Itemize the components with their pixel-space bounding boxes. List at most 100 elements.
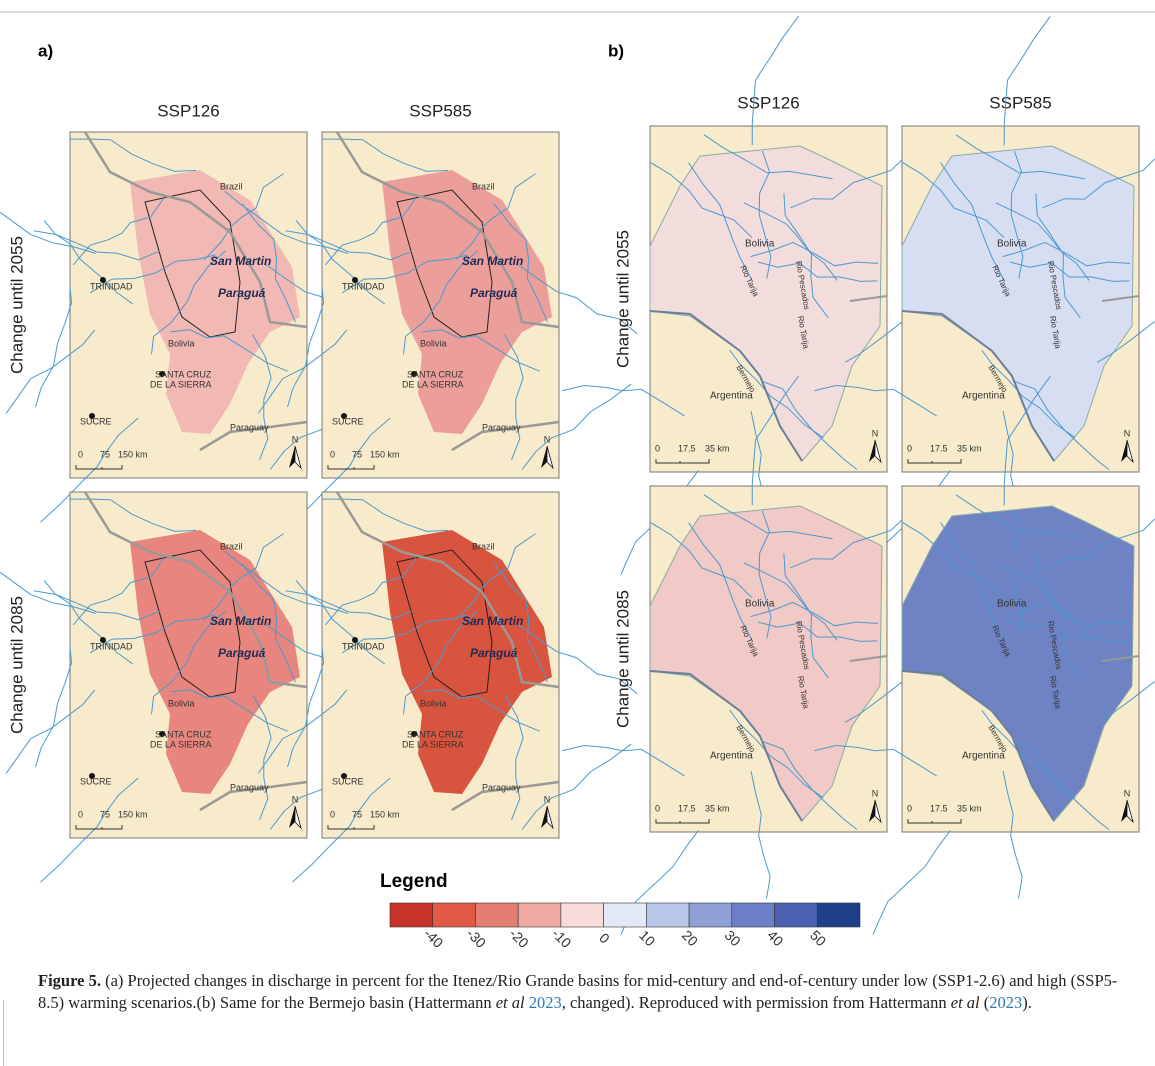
river [203,173,284,261]
border [335,131,560,329]
place-label: Paraguá [470,286,518,300]
legend-tick-label: 20 [679,927,701,949]
north-arrow [1126,439,1134,464]
scale-label: 35 km [705,443,730,453]
scale-bar [655,459,710,464]
north-arrow [869,440,875,462]
place-label: Bolivia [420,698,447,708]
legend-swatch [688,902,733,928]
scale-label: 17.5 [678,803,696,813]
scale-bar [907,819,962,824]
river [43,220,134,305]
panel-label: a) [38,41,53,60]
left-rule [3,1000,4,1066]
place-label: Paraguay [230,422,269,432]
river [1042,518,1155,569]
legend-tick-label: -10 [549,925,575,951]
caption-text: (a) Projected changes in discharge in pe… [38,971,1118,1012]
north-arrow [1126,799,1134,824]
caption-link[interactable]: 2023 [528,993,562,1012]
city-dot [352,637,358,643]
river [322,498,449,532]
river [783,193,829,319]
scale-label: 0 [330,809,335,819]
scale-label: 0 [655,803,660,813]
caption-text: ). [1022,993,1032,1012]
north-arrow [1121,440,1127,462]
caption-text: , changed). Reproduced with permission f… [561,993,947,1012]
north-label: N [544,434,551,444]
sub-basin [396,189,493,338]
river [758,510,772,639]
basin [382,530,552,794]
river [295,220,386,305]
place-label: Paraguá [218,646,266,660]
river [287,286,325,408]
place-label: Brazil [472,181,495,191]
place-label: San Martin [210,254,271,268]
place-label: Bolivia [997,239,1027,250]
place-label: Argentina [962,391,1005,402]
border [83,131,308,329]
legend-swatch [560,902,604,928]
river [521,383,632,470]
scale-label: 0 [78,449,83,459]
north-label: N [292,794,299,804]
river [5,329,96,414]
legend-swatch [517,902,562,928]
river [322,138,449,172]
river [70,498,197,532]
river [89,614,216,654]
caption-text: ( [983,993,990,1012]
river [751,15,799,146]
scale-label: 75 [100,449,110,459]
river [751,375,799,506]
scale-bar [327,465,375,470]
river [0,211,96,254]
river [750,770,771,899]
place-label: Bolivia [745,599,775,610]
caption-label: Figure 5. [38,971,101,990]
city-dot [100,637,106,643]
border [451,420,560,452]
map: Brazil TRINIDAD San Martin Paraguá Bolivia SA… [0,131,386,523]
border [1101,655,1140,662]
river [1002,770,1023,899]
caption-link[interactable]: 2023 [989,993,1023,1012]
place-label: SUCRE [80,776,112,786]
place-label: SUCRE [332,776,364,786]
river [422,689,540,732]
place-label: TRINIDAD [342,641,385,651]
north-arrow [869,800,875,822]
scale-label: 17.5 [930,443,948,453]
north-arrow [289,446,295,468]
sub-basin [144,189,241,338]
basin [130,170,300,434]
place-label: DE LA SIERRA [402,739,464,749]
river [324,557,417,626]
river [257,689,348,774]
river [757,261,878,282]
legend-tick-label: 40 [764,927,786,949]
scale-label: 35 km [957,803,982,813]
scale-label: 150 km [118,449,148,459]
border [451,780,560,812]
border [199,420,308,452]
place-label: DE LA SIERRA [150,739,212,749]
column-header: SSP126 [737,93,799,112]
border [849,655,888,662]
scale-label: 150 km [370,449,400,459]
river [872,830,951,935]
place-label: Bolivia [168,338,195,348]
row-header: Change until 2055 [613,230,632,368]
column-header: SSP585 [409,101,471,120]
place-label: Argentina [962,751,1005,762]
scale-label: 17.5 [930,803,948,813]
legend-swatch [646,902,690,928]
river [562,744,685,777]
city-dot [159,731,165,737]
river [901,521,1005,599]
scale-label: 150 km [370,809,400,819]
